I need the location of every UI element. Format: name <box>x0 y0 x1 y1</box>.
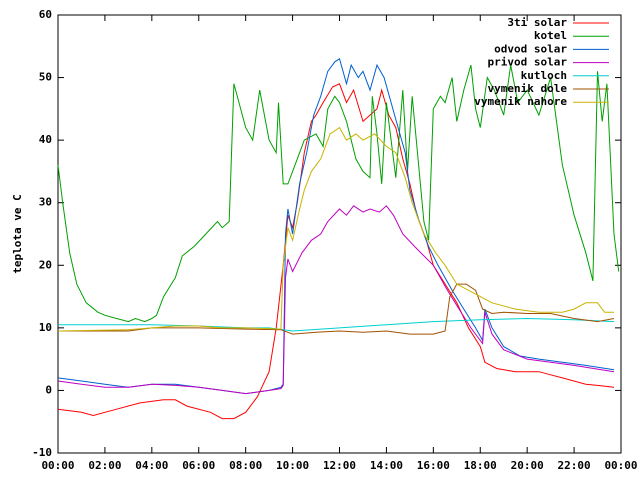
x-tick-label: 00:00 <box>41 459 74 472</box>
legend-label: 3ti solar <box>507 16 567 29</box>
y-tick-label: 20 <box>39 258 52 271</box>
x-tick-label: 14:00 <box>370 459 403 472</box>
series-line <box>57 58 615 395</box>
x-tick-label: 16:00 <box>417 459 450 472</box>
legend-label: odvod solar <box>494 42 567 55</box>
legend-label: vymenik nahore <box>474 95 567 108</box>
series-line <box>57 205 615 395</box>
y-tick-label: 10 <box>39 321 52 334</box>
y-tick-label: 60 <box>39 8 52 21</box>
x-tick-label: 08:00 <box>229 459 262 472</box>
legend-label: kutloch <box>521 69 567 82</box>
x-tick-label: 22:00 <box>558 459 591 472</box>
series-line <box>58 283 615 335</box>
series-line <box>57 64 620 323</box>
series-line <box>57 126 614 332</box>
y-tick-label: 30 <box>39 196 52 209</box>
y-tick-label: 0 <box>45 383 52 396</box>
x-tick-label: 06:00 <box>182 459 215 472</box>
x-tick-label: 02:00 <box>88 459 121 472</box>
y-axis-label: teplota ve C <box>11 194 24 273</box>
legend-label: privod solar <box>488 56 568 69</box>
y-tick-label: 40 <box>39 133 52 146</box>
series-line <box>57 83 615 420</box>
y-tick-label: -10 <box>32 446 52 459</box>
x-tick-label: 12:00 <box>323 459 356 472</box>
x-tick-label: 20:00 <box>511 459 544 472</box>
y-tick-label: 50 <box>39 71 52 84</box>
x-tick-label: 18:00 <box>464 459 497 472</box>
x-tick-label: 10:00 <box>276 459 309 472</box>
x-tick-label: 00:00 <box>604 459 637 472</box>
legend-label: kotel <box>534 29 567 42</box>
legend-label: vymenik dole <box>488 82 568 95</box>
x-tick-label: 04:00 <box>135 459 168 472</box>
